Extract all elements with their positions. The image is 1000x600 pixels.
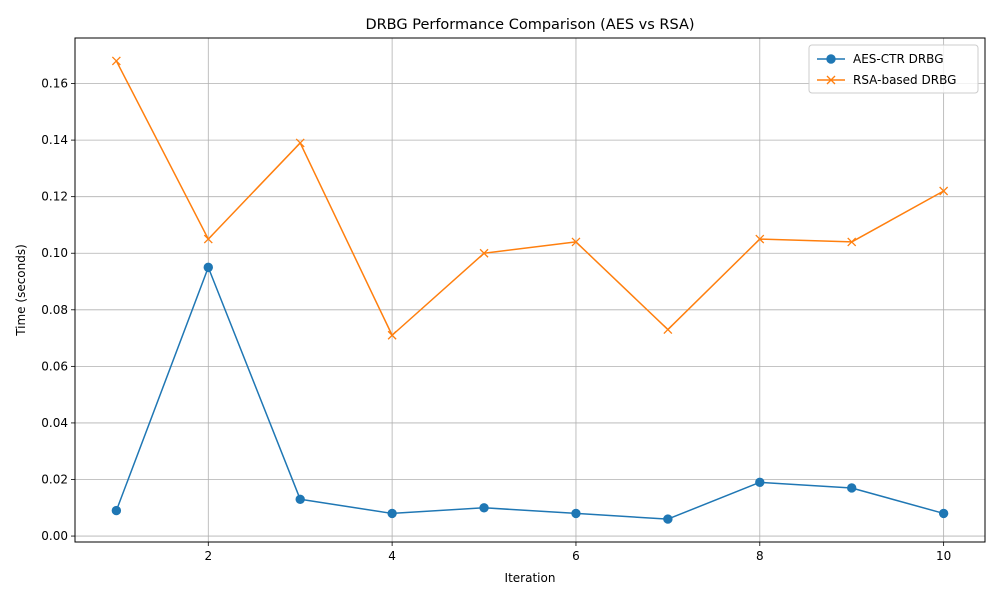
y-tick-label: 0.10 (41, 246, 68, 260)
chart-title: DRBG Performance Comparison (AES vs RSA) (365, 17, 694, 33)
plot-frame (74, 37, 986, 543)
rsa-based-data-point (663, 325, 673, 335)
rsa-based-data-point (295, 138, 305, 148)
aes-ctr-data-point (387, 508, 397, 519)
aes-ctr-data-point (663, 514, 673, 524)
y-tick-label: 0.08 (41, 303, 68, 317)
aes-ctr-legend-label: AES-CTR DRBG (853, 52, 944, 66)
x-tick-label: 8 (756, 549, 764, 563)
aes-ctr-legend-marker (826, 54, 836, 64)
x-axis-title: Iteration (505, 571, 556, 585)
rsa-based-legend-marker (826, 75, 836, 85)
y-tick-label: 0.12 (41, 190, 68, 204)
aes-ctr-data-point (847, 483, 857, 493)
y-tick-label: 0.16 (41, 77, 68, 91)
axis-ticks: 2 4 6 8 10 0.00 0.02 0.04 0.06 0.08 0.10 0.12 0.14 0.… (41, 77, 951, 563)
aes-ctr-series-line (115, 266, 944, 520)
aes-ctr-data-point (755, 477, 765, 488)
aes-ctr-data-point (111, 505, 122, 516)
x-tick-label: 2 (204, 549, 212, 563)
rsa-based-data-point (571, 237, 581, 247)
rsa-based-data-point (939, 186, 949, 196)
rsa-based-data-point (203, 234, 213, 244)
plot-series (111, 56, 949, 524)
aes-ctr-data-point (479, 503, 489, 513)
rsa-based-data-point (111, 56, 121, 66)
y-tick-label: 0.00 (41, 529, 68, 543)
y-tick-label: 0.04 (41, 416, 68, 430)
rsa-based-legend-label: RSA-based DRBG (853, 73, 956, 87)
rsa-based-series-line (115, 60, 944, 337)
grid-lines (75, 38, 985, 542)
rsa-based-data-point (755, 234, 765, 244)
rsa-based-data-point (847, 237, 857, 247)
legend: AES-CTR DRBG RSA-based DRBG (808, 44, 979, 94)
rsa-based-data-point (479, 248, 489, 258)
y-tick-label: 0.06 (41, 359, 68, 373)
y-tick-label: 0.02 (41, 472, 68, 486)
x-tick-label: 6 (572, 549, 580, 563)
y-axis-title: Time (seconds) (14, 244, 28, 337)
y-tick-label: 0.14 (41, 133, 68, 147)
aes-ctr-data-point (203, 262, 213, 273)
x-tick-label: 10 (936, 549, 951, 563)
aes-ctr-data-point (571, 508, 581, 519)
aes-ctr-data-point (938, 508, 949, 519)
rsa-based-data-point (387, 330, 397, 340)
x-tick-label: 4 (388, 549, 396, 563)
aes-ctr-data-point (295, 494, 305, 504)
legend-box (808, 44, 979, 94)
